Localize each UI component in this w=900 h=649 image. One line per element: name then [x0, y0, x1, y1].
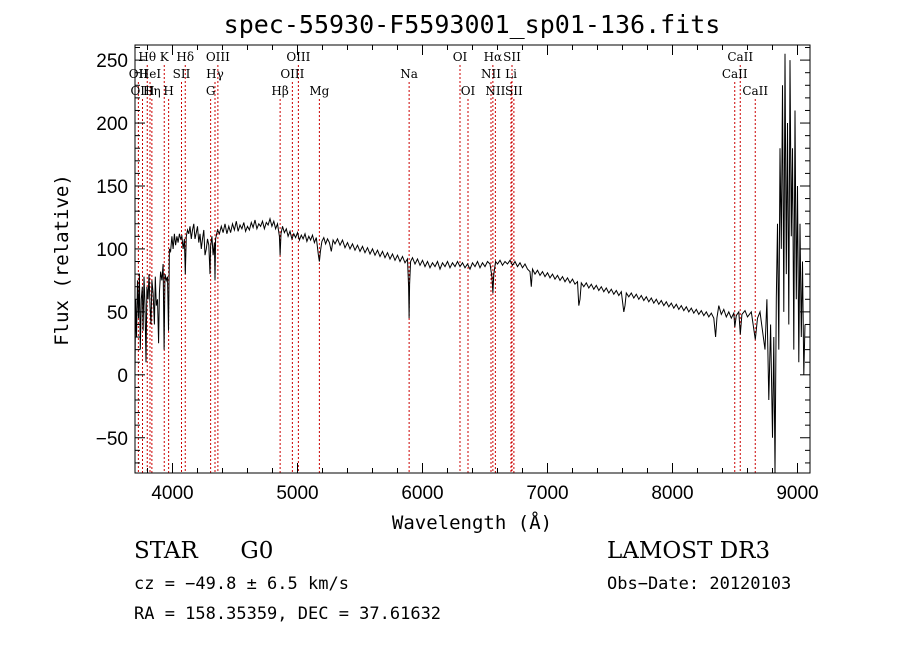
line-label-6: H — [163, 84, 173, 98]
line-label-14: OIII — [280, 67, 304, 81]
y-tick-labels: −50 0 50 100 150 200 250 — [96, 51, 128, 450]
class-label: STAR — [134, 538, 198, 564]
y-axis-label: Flux (relative) — [51, 174, 73, 346]
x-tick-label: 9000 — [776, 483, 818, 504]
line-label-21: NII — [485, 84, 505, 98]
line-label-19: Hα — [484, 50, 503, 64]
line-label-3: HeI — [139, 67, 162, 81]
line-label-11: G — [206, 84, 216, 98]
line-label-1: OII — [129, 67, 149, 81]
y-tick-label: 250 — [96, 51, 128, 72]
obs-date-label: Obs−Date: 20120103 — [607, 574, 792, 594]
y-tick-label: 150 — [96, 177, 128, 198]
axis-ticks — [135, 45, 810, 473]
line-label-8: Hδ — [176, 50, 194, 64]
line-label-7: SII — [173, 67, 191, 81]
object-class: STAR G0 — [134, 538, 273, 564]
line-label-2: OIII — [130, 84, 154, 98]
plot-frame — [134, 44, 811, 474]
line-label-18: OI — [461, 84, 476, 98]
line-label-22: SII — [503, 50, 521, 64]
x-tick-label: 4000 — [151, 483, 193, 504]
x-tick-labels: 4000 5000 6000 7000 8000 9000 — [151, 483, 818, 504]
line-label-24: SII — [505, 84, 523, 98]
line-label-27: CaII — [742, 84, 768, 98]
line-label-20: NII — [481, 67, 501, 81]
x-tick-label: 5000 — [276, 483, 318, 504]
y-tick-label: 0 — [117, 366, 128, 387]
line-label-17: OI — [453, 50, 468, 64]
line-label-23: Li — [505, 67, 517, 81]
line-label-15: Mg — [309, 84, 329, 98]
chart-title: spec-55930-F5593001_sp01-136.fits — [224, 10, 721, 39]
line-label-0: Hθ — [138, 50, 156, 64]
coordinates-label: RA = 158.35359, DEC = 37.61632 — [134, 604, 442, 624]
x-tick-label: 8000 — [651, 483, 693, 504]
line-label-26: CaII — [722, 67, 748, 81]
y-tick-label: 200 — [96, 114, 128, 135]
y-tick-label: 100 — [96, 240, 128, 261]
subclass-label: G0 — [240, 538, 274, 564]
redshift-label: cz = −49.8 ± 6.5 km/s — [134, 574, 349, 594]
spectrum-line — [134, 53, 806, 474]
survey-label: LAMOST DR3 — [607, 538, 771, 564]
line-label-5: K — [160, 50, 170, 64]
y-tick-label: 50 — [107, 303, 128, 324]
x-tick-label: 6000 — [401, 483, 443, 504]
spectral-line-markers — [137, 65, 756, 473]
line-label-10: Hγ — [206, 67, 224, 81]
line-label-4: Hη — [143, 84, 161, 98]
line-label-25: CaII — [727, 50, 753, 64]
x-axis-label: Wavelength (Å) — [392, 511, 552, 534]
line-label-16: Na — [400, 67, 418, 81]
x-tick-label: 7000 — [526, 483, 568, 504]
line-label-12: Hβ — [271, 84, 288, 98]
line-label-9: OIII — [206, 50, 230, 64]
line-label-13: OIII — [286, 50, 310, 64]
y-tick-label: −50 — [96, 429, 128, 450]
